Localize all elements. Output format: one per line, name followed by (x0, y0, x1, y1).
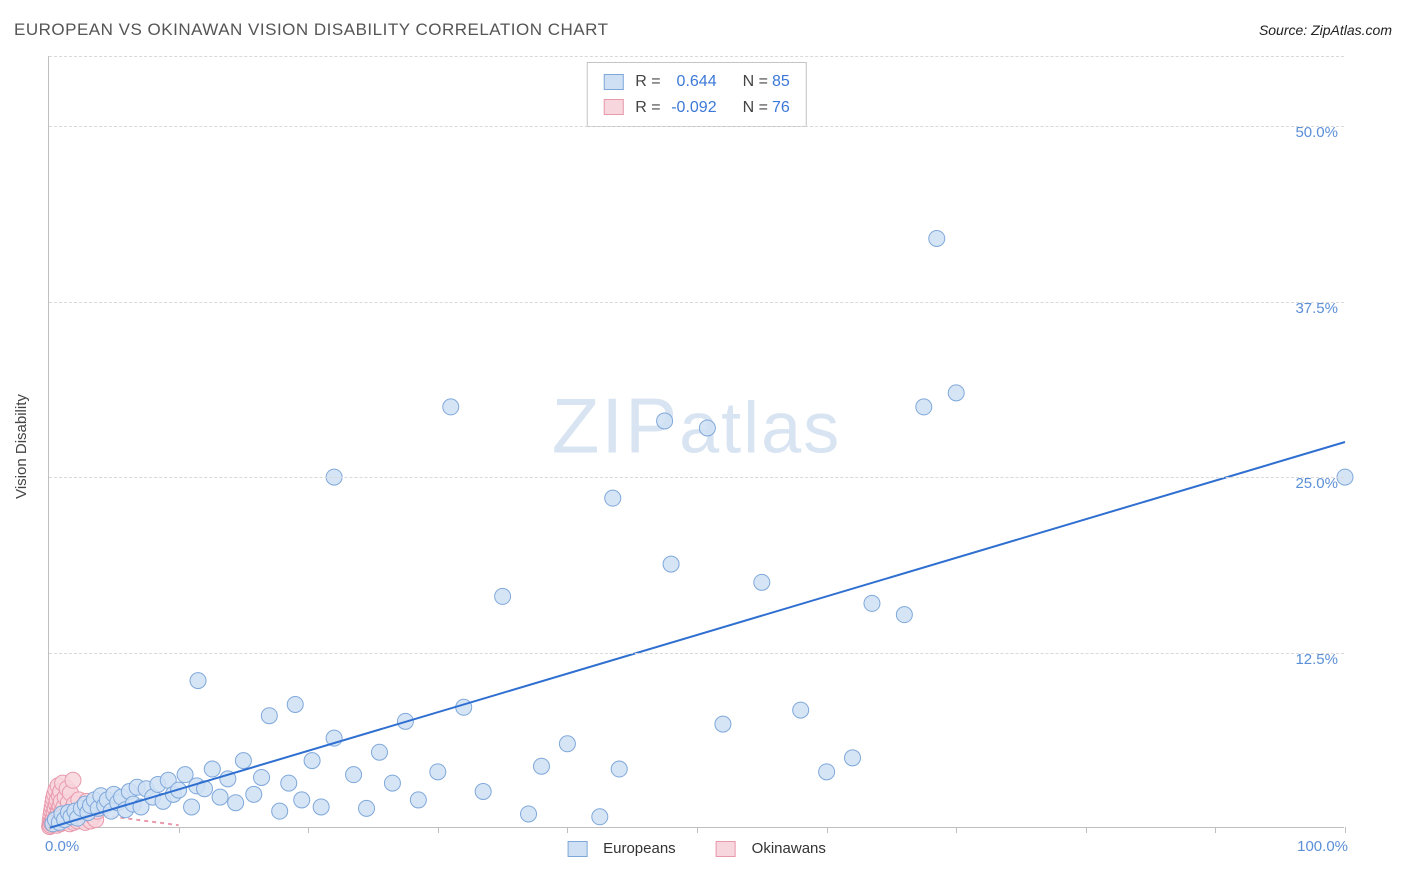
x-tick (49, 827, 50, 833)
gridline (49, 56, 1344, 57)
data-point (287, 696, 303, 712)
x-tick-label: 100.0% (1297, 838, 1348, 855)
data-point (916, 399, 932, 415)
chart-title: EUROPEAN VS OKINAWAN VISION DISABILITY C… (14, 20, 608, 40)
source-value: ZipAtlas.com (1311, 22, 1392, 38)
data-point (190, 673, 206, 689)
data-point (896, 607, 912, 623)
data-point (929, 230, 945, 246)
gridline (49, 126, 1344, 127)
y-tick-label: 12.5% (1295, 651, 1338, 668)
data-point (559, 736, 575, 752)
data-point (611, 761, 627, 777)
y-axis-label: Vision Disability (13, 394, 30, 499)
legend-label: Europeans (603, 840, 676, 857)
gridline (49, 302, 1344, 303)
x-tick (1345, 827, 1346, 833)
data-point (456, 699, 472, 715)
y-tick-label: 50.0% (1295, 124, 1338, 141)
data-point (294, 792, 310, 808)
data-point (605, 490, 621, 506)
data-point (272, 803, 288, 819)
data-point (204, 761, 220, 777)
data-point (948, 385, 964, 401)
data-point (235, 753, 251, 769)
data-point (384, 775, 400, 791)
data-point (657, 413, 673, 429)
x-tick (1215, 827, 1216, 833)
y-tick-label: 37.5% (1295, 300, 1338, 317)
data-point (699, 420, 715, 436)
data-point (793, 702, 809, 718)
data-point (845, 750, 861, 766)
data-point (819, 764, 835, 780)
chart-svg (49, 56, 1344, 827)
x-tick (308, 827, 309, 833)
source-label: Source: (1259, 22, 1307, 38)
x-tick (827, 827, 828, 833)
y-tick-label: 25.0% (1295, 475, 1338, 492)
data-point (521, 806, 537, 822)
legend-item: Okinawans (716, 840, 826, 857)
gridline (49, 477, 1344, 478)
data-point (346, 767, 362, 783)
data-point (212, 789, 228, 805)
data-point (261, 708, 277, 724)
data-point (533, 758, 549, 774)
data-point (281, 775, 297, 791)
data-point (495, 588, 511, 604)
data-point (864, 595, 880, 611)
data-point (254, 769, 270, 785)
y-axis-label-wrap: Vision Disability (6, 0, 36, 892)
header: EUROPEAN VS OKINAWAN VISION DISABILITY C… (14, 16, 1392, 44)
data-point (715, 716, 731, 732)
x-tick-label: 0.0% (45, 838, 79, 855)
data-point (663, 556, 679, 572)
data-point (592, 809, 608, 825)
data-point (371, 744, 387, 760)
data-point (754, 574, 770, 590)
legend-swatch (567, 841, 587, 857)
data-point (304, 753, 320, 769)
x-tick (438, 827, 439, 833)
data-point (443, 399, 459, 415)
legend-swatch (716, 841, 736, 857)
data-point (410, 792, 426, 808)
data-point (430, 764, 446, 780)
bottom-legend: Europeans Okinawans (567, 840, 826, 857)
x-tick (1086, 827, 1087, 833)
x-tick (697, 827, 698, 833)
data-point (65, 772, 81, 788)
trend-line (49, 442, 1345, 828)
data-point (184, 799, 200, 815)
legend-label: Okinawans (752, 840, 826, 857)
data-point (228, 795, 244, 811)
x-tick (956, 827, 957, 833)
data-point (313, 799, 329, 815)
x-tick (179, 827, 180, 833)
x-tick (567, 827, 568, 833)
data-point (246, 786, 262, 802)
data-point (359, 800, 375, 816)
gridline (49, 653, 1344, 654)
plot-area: ZIPatlas R =0.644N = 85R =-0.092N = 76 E… (48, 56, 1344, 828)
data-point (475, 784, 491, 800)
legend-item: Europeans (567, 840, 676, 857)
chart-container: EUROPEAN VS OKINAWAN VISION DISABILITY C… (0, 0, 1406, 892)
source-attribution: Source: ZipAtlas.com (1259, 22, 1392, 38)
